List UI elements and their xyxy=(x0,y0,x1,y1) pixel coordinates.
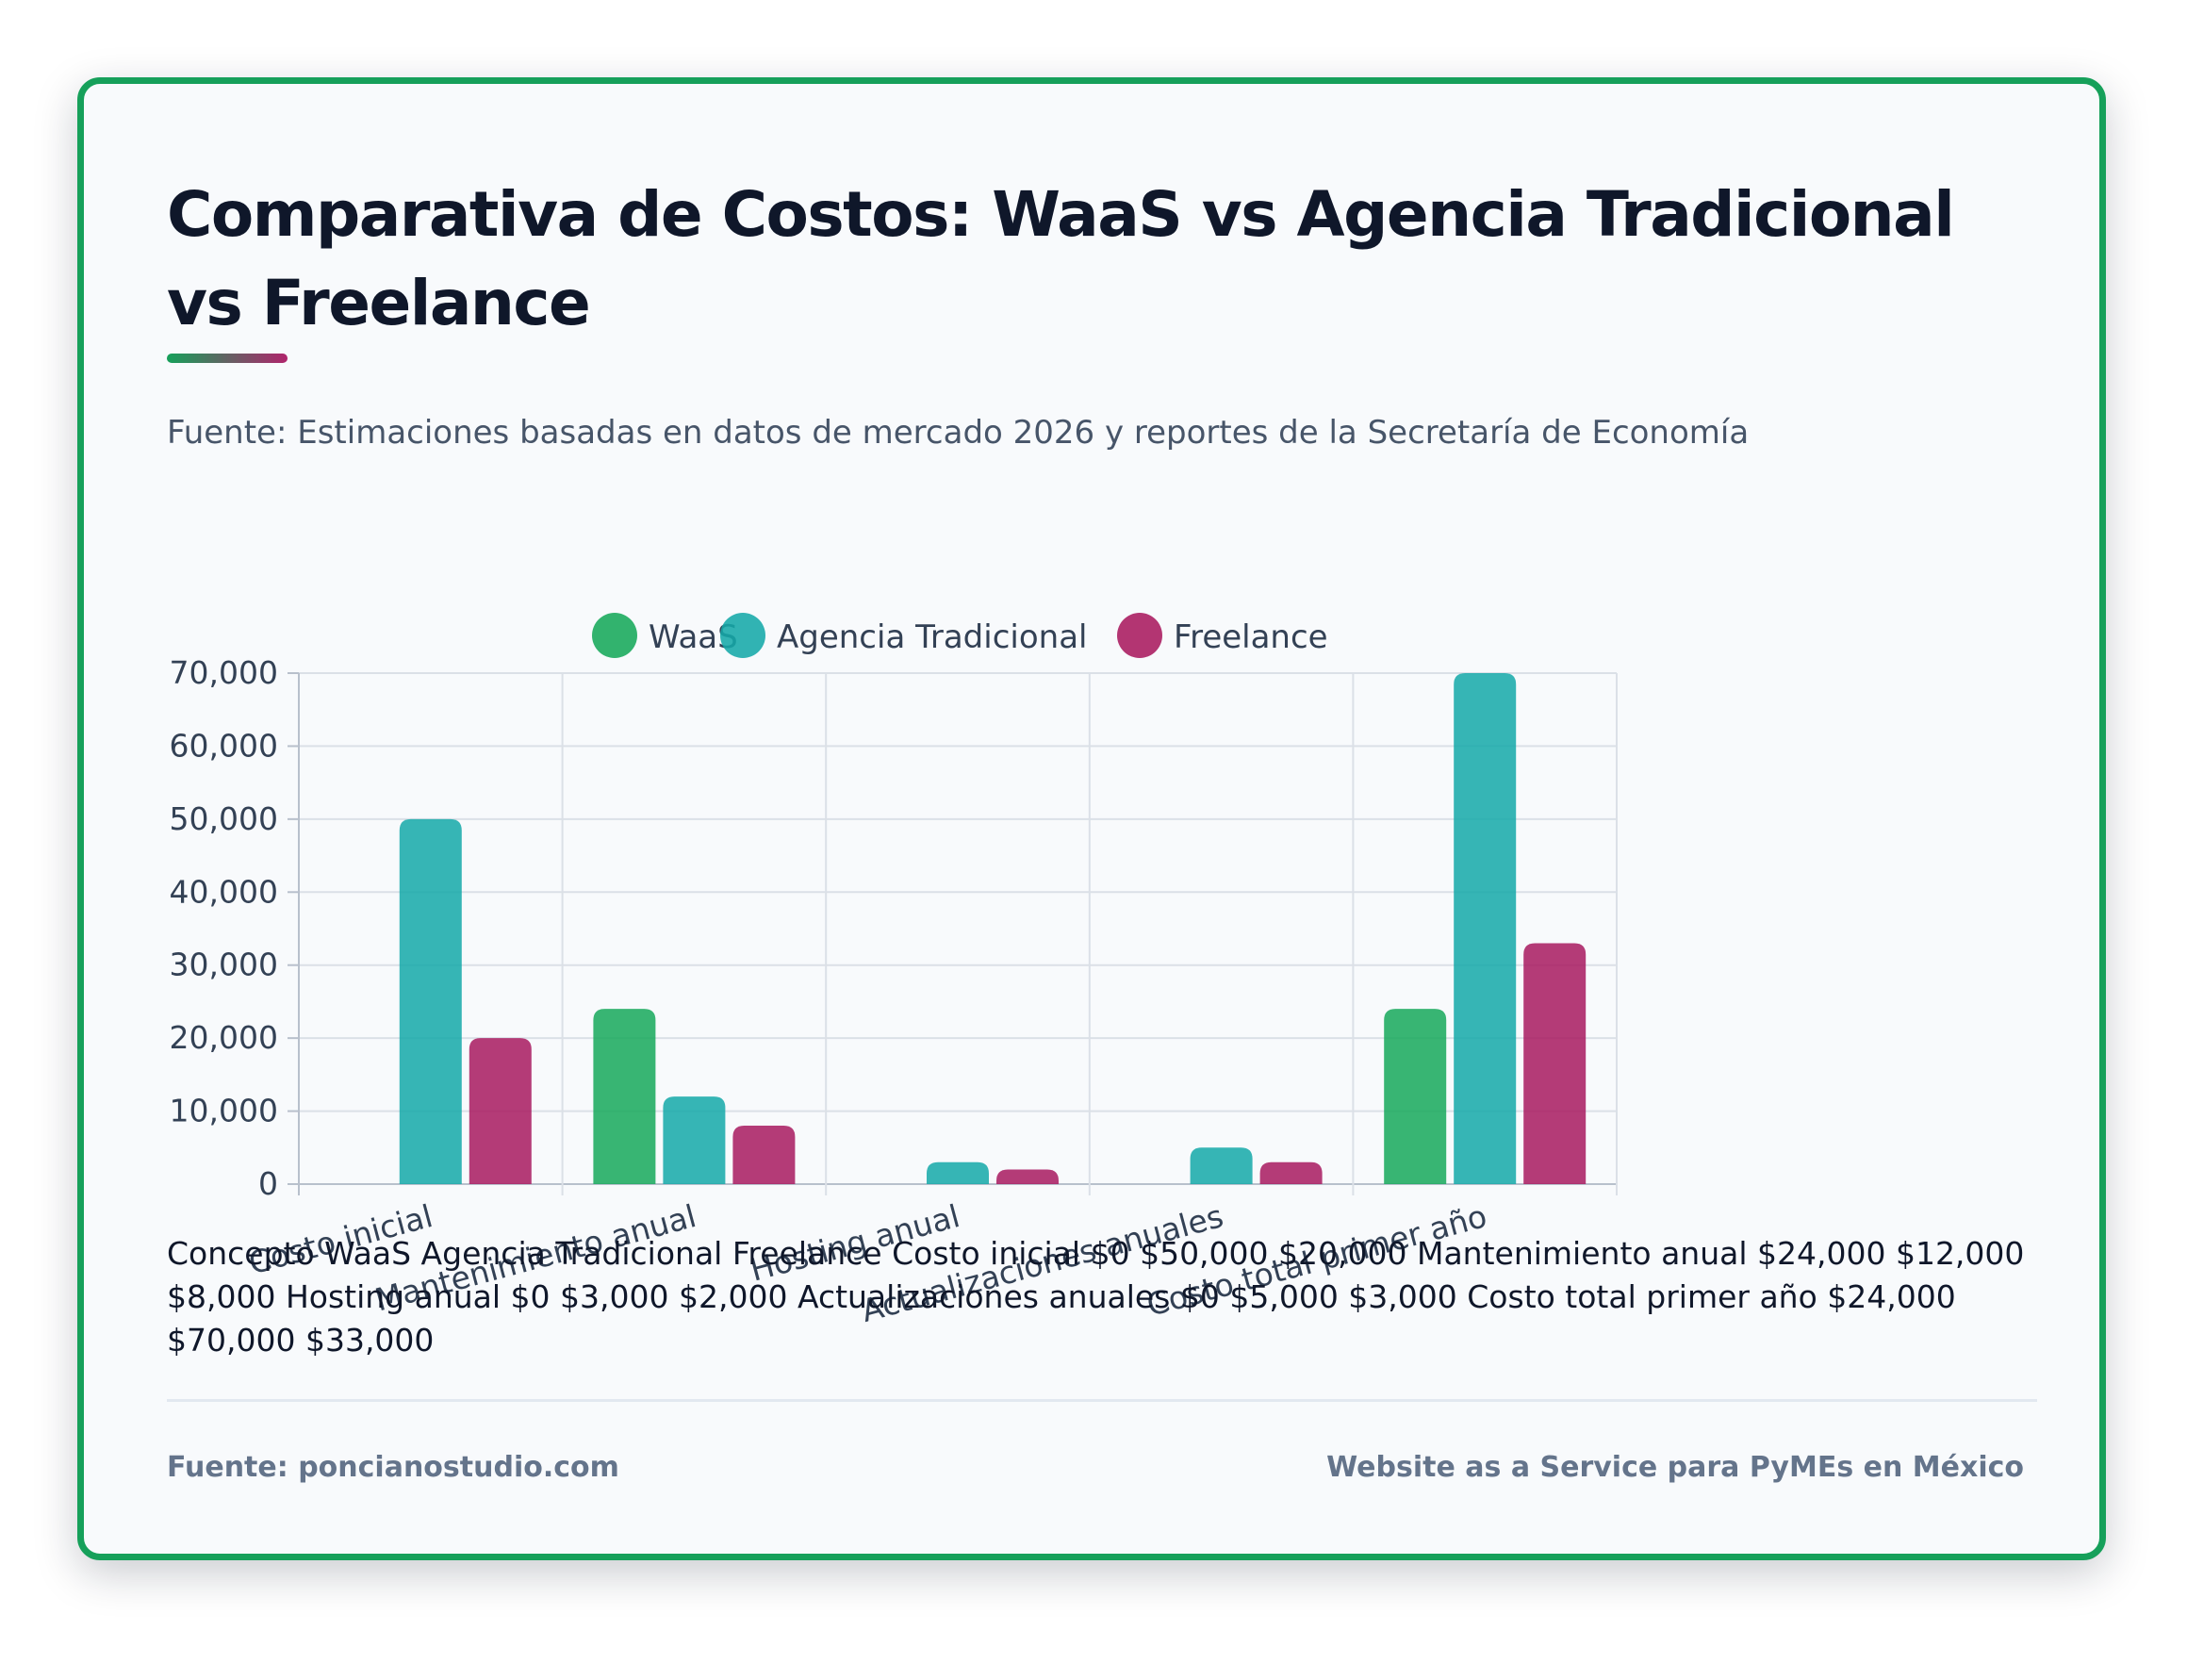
bar xyxy=(996,1169,1059,1184)
y-tick-label: 0 xyxy=(258,1165,278,1202)
data-summary-text: Concepto WaaS Agencia Tradicional Freela… xyxy=(167,1235,2025,1359)
bar xyxy=(1384,1009,1447,1184)
legend-label: Freelance xyxy=(1174,618,1328,656)
footer-source: Fuente: poncianostudio.com xyxy=(167,1451,619,1484)
bar xyxy=(927,1161,989,1184)
legend-swatch xyxy=(720,613,765,658)
chart-card: Comparativa de Costos: WaaS vs Agencia T… xyxy=(77,77,2106,1560)
bar xyxy=(593,1009,656,1184)
bar xyxy=(1523,943,1587,1184)
title-accent-bar xyxy=(167,354,288,363)
y-tick-label: 20,000 xyxy=(170,1019,278,1056)
page-title: Comparativa de Costos: WaaS vs Agencia T… xyxy=(167,178,1955,339)
bar xyxy=(469,1038,532,1184)
footer-divider xyxy=(167,1399,2037,1402)
bar xyxy=(399,818,462,1184)
bar xyxy=(1190,1147,1253,1184)
y-tick-label: 10,000 xyxy=(170,1093,278,1129)
bar xyxy=(732,1126,796,1184)
y-tick-label: 30,000 xyxy=(170,947,278,983)
bar xyxy=(1454,673,1517,1184)
bar-chart: 0 10,000 20,000 30,000 40,000 50,000 60,000 70,… xyxy=(170,613,1618,1329)
y-tick-label: 40,000 xyxy=(170,873,278,910)
bar xyxy=(1259,1161,1323,1184)
y-tick-label: 60,000 xyxy=(170,727,278,764)
legend-swatch xyxy=(1117,613,1162,658)
footer-tagline: Website as a Service para PyMEs en Méxic… xyxy=(1326,1451,2024,1484)
y-tick-label: 70,000 xyxy=(170,654,278,691)
bar xyxy=(663,1096,726,1184)
y-tick-label: 50,000 xyxy=(170,800,278,837)
legend-swatch xyxy=(592,613,637,658)
legend-label: Agencia Tradicional xyxy=(777,618,1087,656)
source-subtitle: Fuente: Estimaciones basadas en datos de… xyxy=(167,414,1750,452)
